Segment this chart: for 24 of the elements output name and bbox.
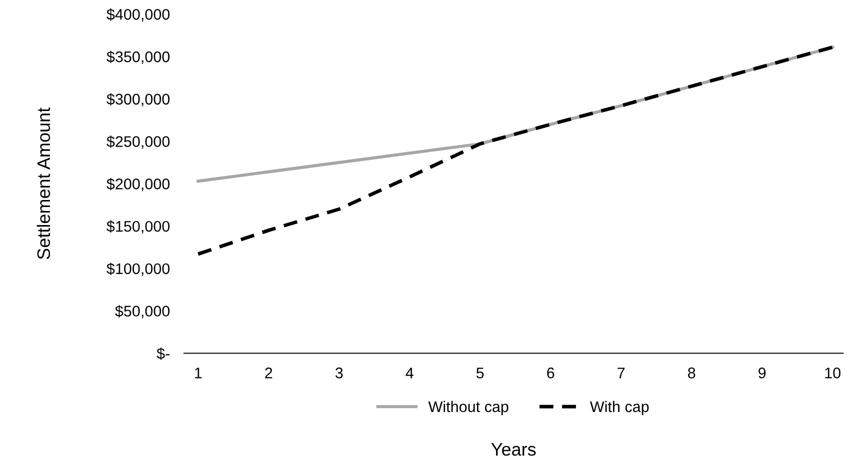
y-tick-label: $400,000	[106, 8, 170, 22]
x-tick-label: 4	[406, 368, 414, 378]
y-tick-label: $100,000	[106, 262, 170, 276]
y-tick-label: $-	[156, 347, 170, 360]
x-tick-label: 6	[547, 368, 554, 378]
x-tick-label: 2	[265, 368, 272, 378]
y-tick-label: $150,000	[106, 220, 170, 234]
y-axis-title: Settlement Amount	[36, 108, 50, 260]
x-tick-label: 7	[618, 368, 625, 378]
legend-label: With cap	[590, 400, 649, 416]
x-tick-label: 5	[476, 368, 484, 378]
y-tick-label: $300,000	[106, 93, 170, 106]
x-tick-label: 8	[688, 368, 696, 378]
x-tick-label: 3	[335, 368, 343, 378]
x-axis-title: Years	[491, 443, 536, 456]
legend-label: Without cap	[428, 400, 508, 416]
y-tick-label: $50,000	[115, 305, 170, 318]
x-tick-label: 1	[195, 368, 202, 378]
y-tick-label: $200,000	[106, 178, 170, 192]
x-tick-label: 10	[825, 368, 840, 378]
line-series	[196, 45, 834, 256]
y-tick-label: $250,000	[106, 136, 170, 149]
x-tick-label: 9	[758, 368, 766, 378]
y-tick-label: $350,000	[106, 50, 170, 64]
